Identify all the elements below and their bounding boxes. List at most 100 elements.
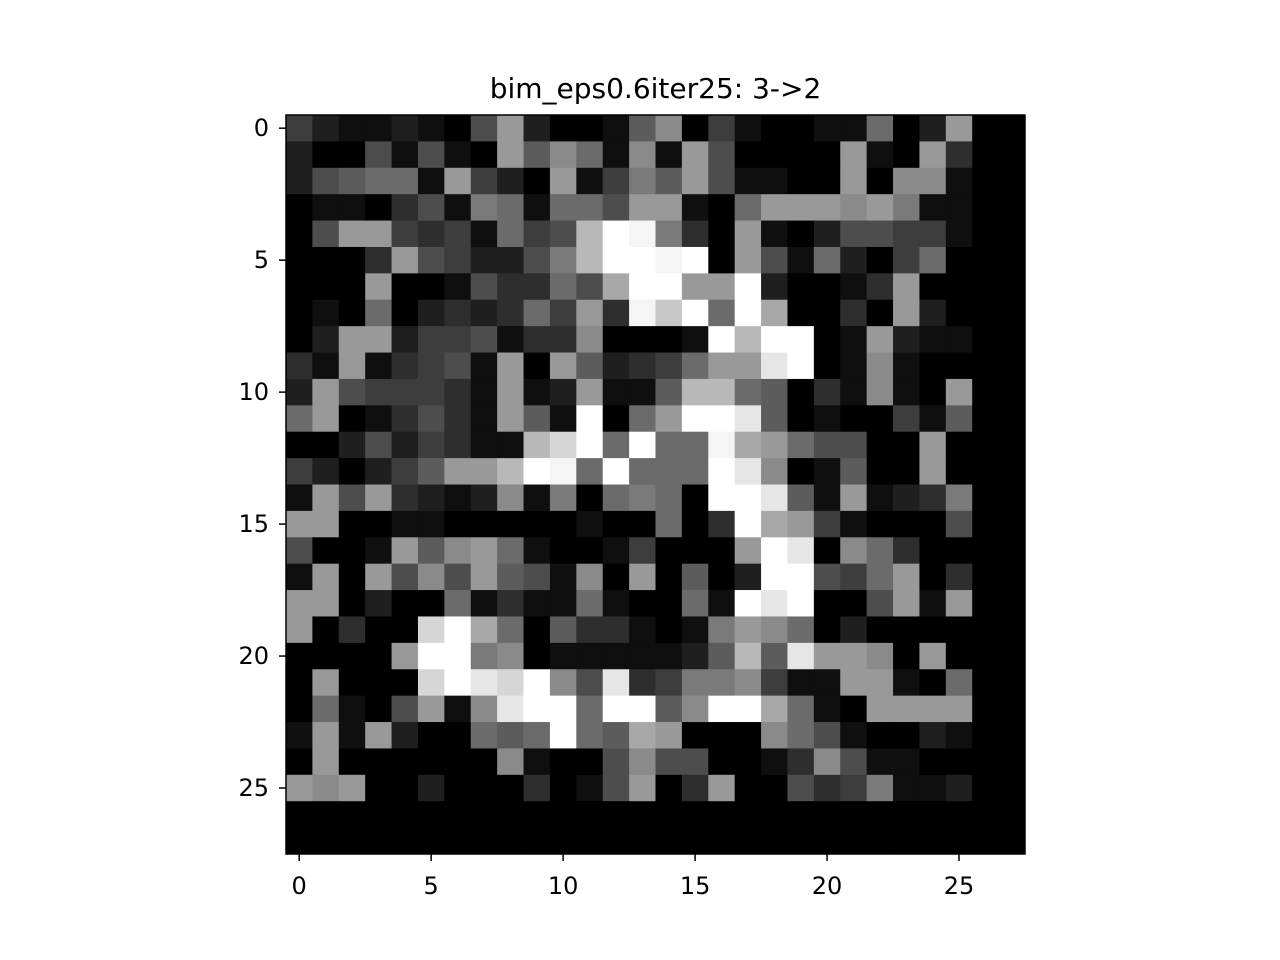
- heatmap-cell: [417, 510, 445, 538]
- heatmap-cell: [893, 722, 920, 749]
- heatmap-cell: [866, 220, 894, 248]
- heatmap-cell: [286, 378, 313, 406]
- heatmap-cell: [919, 115, 947, 142]
- heatmap-cell: [708, 167, 736, 195]
- heatmap-cell: [681, 141, 709, 169]
- heatmap-cell: [602, 431, 630, 459]
- heatmap-cell: [549, 642, 577, 670]
- heatmap-cell: [523, 273, 551, 301]
- heatmap-cell: [365, 590, 392, 617]
- heatmap-cell: [708, 774, 736, 802]
- heatmap-cell: [972, 537, 999, 565]
- heatmap-cell: [629, 326, 656, 353]
- heatmap-cell: [681, 246, 709, 274]
- heatmap-cell: [813, 563, 841, 591]
- heatmap-cell: [576, 616, 604, 644]
- heatmap-cell: [576, 510, 604, 538]
- heatmap-cell: [549, 299, 577, 327]
- heatmap-cell: [840, 378, 868, 406]
- heatmap-cell: [787, 695, 815, 723]
- heatmap-cell: [470, 167, 498, 195]
- heatmap-cell: [998, 194, 1026, 221]
- heatmap-cell: [470, 774, 498, 802]
- heatmap-cell: [549, 563, 577, 591]
- heatmap-cell: [444, 458, 472, 485]
- heatmap-cell: [681, 510, 709, 538]
- heatmap-cell: [312, 484, 340, 512]
- heatmap-cell: [655, 115, 683, 142]
- heatmap-cell: [813, 458, 841, 485]
- heatmap-cell: [787, 642, 815, 670]
- heatmap-cell: [945, 801, 973, 828]
- heatmap-cell: [734, 827, 762, 855]
- heatmap-cell: [708, 827, 736, 855]
- heatmap-cell: [813, 722, 841, 749]
- heatmap-cell: [417, 246, 445, 274]
- heatmap-cell: [866, 141, 894, 169]
- heatmap-cell: [602, 748, 630, 776]
- heatmap-cell: [629, 590, 656, 617]
- heatmap-cell: [497, 220, 524, 248]
- heatmap-cell: [761, 722, 788, 749]
- heatmap-cell: [919, 563, 947, 591]
- heatmap-cell: [576, 537, 604, 565]
- heatmap-cell: [972, 510, 999, 538]
- heatmap-cell: [734, 431, 762, 459]
- heatmap-cell: [655, 299, 683, 327]
- heatmap-cell: [365, 115, 392, 142]
- heatmap-cell: [312, 378, 340, 406]
- heatmap-cell: [576, 827, 604, 855]
- heatmap-cell: [787, 378, 815, 406]
- heatmap-cell: [338, 748, 366, 776]
- heatmap-cell: [470, 405, 498, 433]
- heatmap-cell: [655, 537, 683, 565]
- heatmap-cell: [655, 642, 683, 670]
- heatmap-cell: [893, 774, 920, 802]
- heatmap-cell: [919, 484, 947, 512]
- heatmap-cell: [365, 352, 392, 380]
- heatmap-cell: [444, 616, 472, 644]
- heatmap-cell: [813, 273, 841, 301]
- heatmap-cell: [629, 246, 656, 274]
- heatmap-cell: [470, 801, 498, 828]
- heatmap-cell: [497, 141, 524, 169]
- heatmap-cell: [391, 220, 419, 248]
- heatmap-cell: [417, 352, 445, 380]
- heatmap-cell: [602, 801, 630, 828]
- heatmap-cell: [338, 167, 366, 195]
- heatmap-cell: [338, 484, 366, 512]
- heatmap-cell: [417, 141, 445, 169]
- heatmap-cell: [893, 299, 920, 327]
- heatmap-cell: [286, 642, 313, 670]
- heatmap-cell: [602, 774, 630, 802]
- heatmap-cell: [761, 246, 788, 274]
- heatmap-cell: [417, 378, 445, 406]
- heatmap-cell: [945, 563, 973, 591]
- heatmap-cell: [919, 537, 947, 565]
- heatmap-cell: [734, 326, 762, 353]
- heatmap-cell: [497, 246, 524, 274]
- heatmap-cell: [840, 326, 868, 353]
- heatmap-cell: [549, 590, 577, 617]
- heatmap-cell: [761, 273, 788, 301]
- heatmap-cell: [417, 194, 445, 221]
- heatmap-cell: [523, 352, 551, 380]
- heatmap-cell: [708, 405, 736, 433]
- x-tick-label: 0: [292, 872, 307, 900]
- heatmap-cell: [629, 510, 656, 538]
- heatmap-cell: [734, 167, 762, 195]
- heatmap-cell: [972, 458, 999, 485]
- heatmap-cell: [549, 141, 577, 169]
- heatmap-cell: [945, 378, 973, 406]
- heatmap-cell: [470, 431, 498, 459]
- heatmap-cell: [813, 484, 841, 512]
- heatmap-cell: [497, 273, 524, 301]
- heatmap-cell: [365, 669, 392, 697]
- heatmap-cell: [444, 827, 472, 855]
- heatmap-cell: [813, 827, 841, 855]
- heatmap-cell: [681, 431, 709, 459]
- heatmap-cell: [338, 510, 366, 538]
- heatmap-cell: [787, 352, 815, 380]
- heatmap-cell: [523, 669, 551, 697]
- heatmap-cell: [761, 642, 788, 670]
